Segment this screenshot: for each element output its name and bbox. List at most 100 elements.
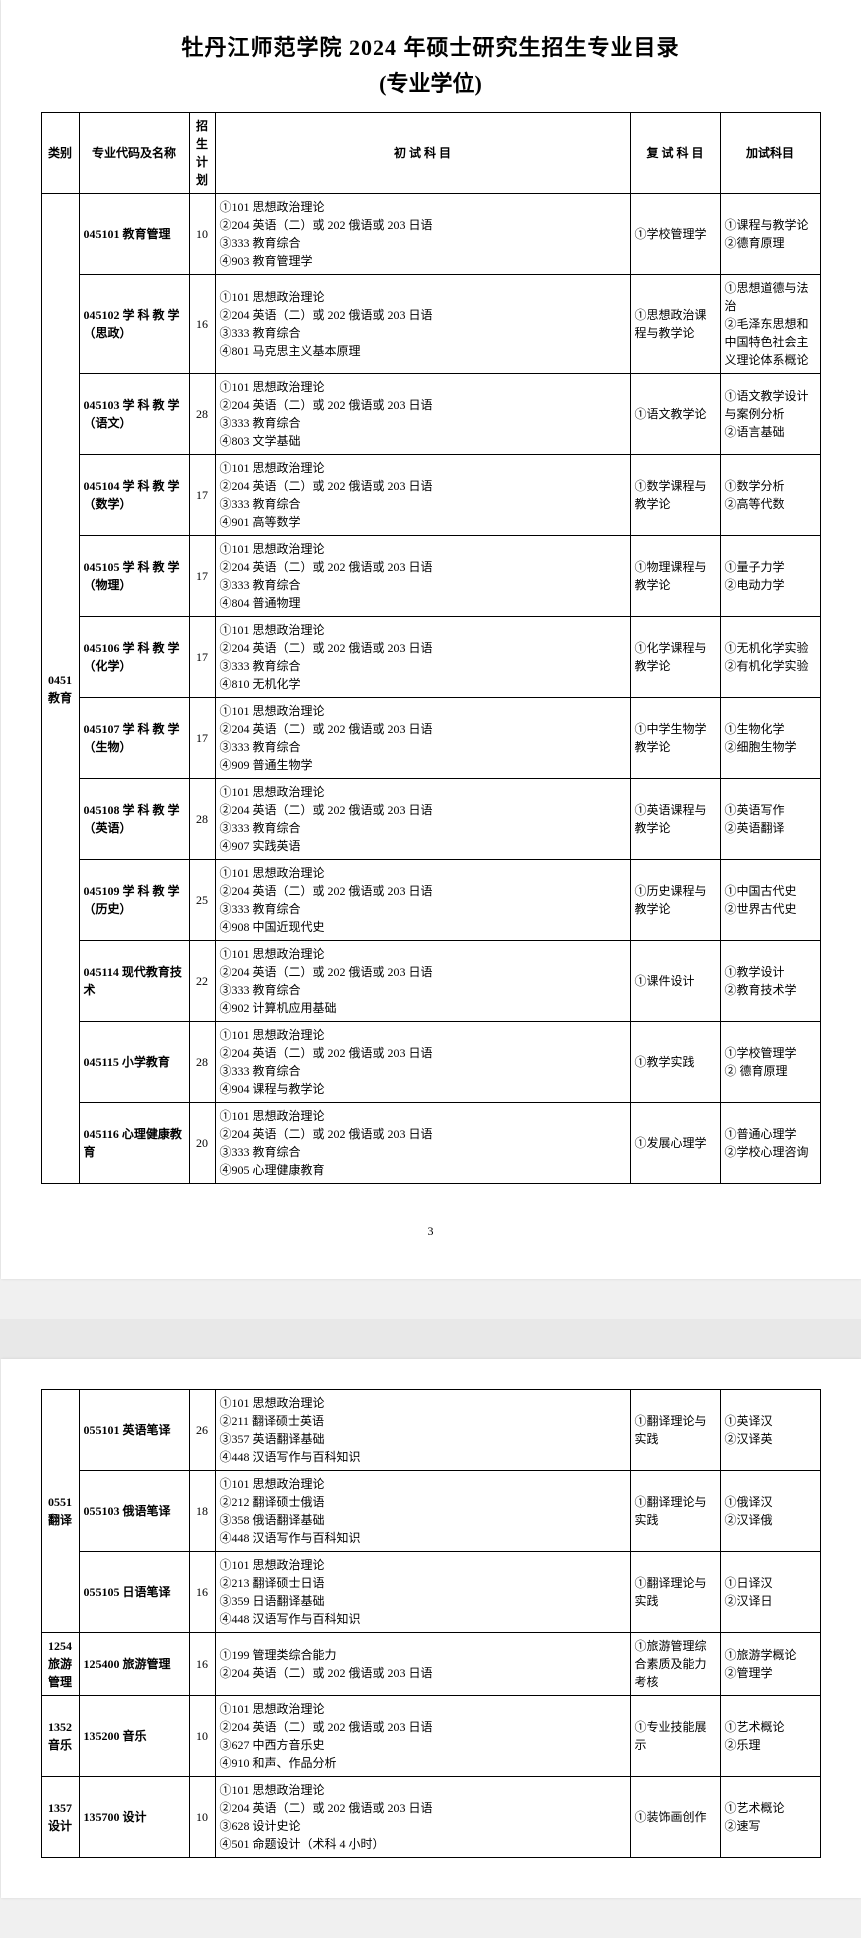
subject-line: ②管理学 — [725, 1664, 816, 1682]
table-row: 045103 学 科 教 学（语文）28①101 思想政治理论②204 英语（二… — [41, 374, 820, 455]
subject-line: ②高等代数 — [725, 495, 816, 513]
subject-line: ①思想道德与法治 — [725, 279, 816, 315]
subject-line: ②电动力学 — [725, 576, 816, 594]
additional-cell: ①学校管理学② 德育原理 — [720, 1022, 820, 1103]
subject-line: ②204 英语（二）或 202 俄语或 203 日语 — [220, 1799, 626, 1817]
major-cell: 045109 学 科 教 学（历史） — [79, 860, 189, 941]
subject-line: ②204 英语（二）或 202 俄语或 203 日语 — [220, 1125, 626, 1143]
th-initial: 初 试 科 目 — [215, 113, 630, 194]
subject-line: ③333 教育综合 — [220, 981, 626, 999]
subject-line: ②教育技术学 — [725, 981, 816, 999]
subject-line: ②204 英语（二）或 202 俄语或 203 日语 — [220, 639, 626, 657]
plan-cell: 17 — [189, 455, 215, 536]
subject-line: ④448 汉语写作与百科知识 — [220, 1529, 626, 1547]
initial-exam-cell: ①101 思想政治理论②204 英语（二）或 202 俄语或 203 日语③33… — [215, 1103, 630, 1184]
subject-line: ④905 心理健康教育 — [220, 1161, 626, 1179]
page-title-line1: 牡丹江师范学院 2024 年硕士研究生招生专业目录 — [41, 30, 821, 62]
subject-line: ①101 思想政治理论 — [220, 1475, 626, 1493]
subject-line: ③333 教育综合 — [220, 900, 626, 918]
reexam-cell: ①翻译理论与实践 — [630, 1552, 720, 1633]
major-cell: 045107 学 科 教 学（生物） — [79, 698, 189, 779]
additional-cell: ①英语写作②英语翻译 — [720, 779, 820, 860]
subject-line: ①艺术概论 — [725, 1718, 816, 1736]
subject-line: ②204 英语（二）或 202 俄语或 203 日语 — [220, 1044, 626, 1062]
plan-cell: 20 — [189, 1103, 215, 1184]
table-row: 045116 心理健康教育20①101 思想政治理论②204 英语（二）或 20… — [41, 1103, 820, 1184]
table-row: 055105 日语笔译16①101 思想政治理论②213 翻译硕士日语③359 … — [41, 1552, 820, 1633]
table-row: 045107 学 科 教 学（生物）17①101 思想政治理论②204 英语（二… — [41, 698, 820, 779]
table-row: 045106 学 科 教 学（化学）17①101 思想政治理论②204 英语（二… — [41, 617, 820, 698]
major-cell: 045115 小学教育 — [79, 1022, 189, 1103]
initial-exam-cell: ①199 管理类综合能力②204 英语（二）或 202 俄语或 203 日语 — [215, 1633, 630, 1696]
plan-cell: 28 — [189, 374, 215, 455]
initial-exam-cell: ①101 思想政治理论②204 英语（二）或 202 俄语或 203 日语③33… — [215, 860, 630, 941]
subject-line: ②204 英语（二）或 202 俄语或 203 日语 — [220, 1664, 626, 1682]
additional-cell: ①无机化学实验②有机化学实验 — [720, 617, 820, 698]
plan-cell: 22 — [189, 941, 215, 1022]
table-row: 1357设计135700 设计10①101 思想政治理论②204 英语（二）或 … — [41, 1777, 820, 1858]
table-row: 0451教育045101 教育管理10①101 思想政治理论②204 英语（二）… — [41, 194, 820, 275]
subject-line: ①英译汉 — [725, 1412, 816, 1430]
subject-line: ③333 教育综合 — [220, 1143, 626, 1161]
plan-cell: 10 — [189, 194, 215, 275]
subject-line: ②204 英语（二）或 202 俄语或 203 日语 — [220, 558, 626, 576]
major-cell: 055105 日语笔译 — [79, 1552, 189, 1633]
subject-line: ①数学课程与教学论 — [635, 477, 716, 513]
plan-cell: 17 — [189, 698, 215, 779]
table-row: 045104 学 科 教 学（数学）17①101 思想政治理论②204 英语（二… — [41, 455, 820, 536]
additional-cell: ①中国古代史②世界古代史 — [720, 860, 820, 941]
table-row: 1352音乐135200 音乐10①101 思想政治理论②204 英语（二）或 … — [41, 1696, 820, 1777]
subject-line: ③627 中西方音乐史 — [220, 1736, 626, 1754]
plan-cell: 10 — [189, 1696, 215, 1777]
subject-line: ②204 英语（二）或 202 俄语或 203 日语 — [220, 216, 626, 234]
plan-cell: 16 — [189, 1552, 215, 1633]
subject-line: ①俄译汉 — [725, 1493, 816, 1511]
subject-line: ② 德育原理 — [725, 1062, 816, 1080]
subject-line: ②英语翻译 — [725, 819, 816, 837]
major-cell: 045102 学 科 教 学（思政） — [79, 275, 189, 374]
subject-line: ②世界古代史 — [725, 900, 816, 918]
subject-line: ①无机化学实验 — [725, 639, 816, 657]
subject-line: ①专业技能展示 — [635, 1718, 716, 1754]
major-cell: 045101 教育管理 — [79, 194, 189, 275]
plan-cell: 18 — [189, 1471, 215, 1552]
subject-line: ④902 计算机应用基础 — [220, 999, 626, 1017]
subject-line: ①教学实践 — [635, 1053, 716, 1071]
major-cell: 135200 音乐 — [79, 1696, 189, 1777]
additional-cell: ①艺术概论②乐理 — [720, 1696, 820, 1777]
subject-line: ①日译汉 — [725, 1574, 816, 1592]
subject-line: ①化学课程与教学论 — [635, 639, 716, 675]
major-cell: 045116 心理健康教育 — [79, 1103, 189, 1184]
initial-exam-cell: ①101 思想政治理论②204 英语（二）或 202 俄语或 203 日语③33… — [215, 455, 630, 536]
subject-line: ①学校管理学 — [725, 1044, 816, 1062]
subject-line: ③359 日语翻译基础 — [220, 1592, 626, 1610]
subject-line: ①艺术概论 — [725, 1799, 816, 1817]
subject-line: ④908 中国近现代史 — [220, 918, 626, 936]
subject-line: ④901 高等数学 — [220, 513, 626, 531]
subject-line: ④803 文学基础 — [220, 432, 626, 450]
subject-line: ②212 翻译硕士俄语 — [220, 1493, 626, 1511]
subject-line: ②204 英语（二）或 202 俄语或 203 日语 — [220, 306, 626, 324]
table-row: 045109 学 科 教 学（历史）25①101 思想政治理论②204 英语（二… — [41, 860, 820, 941]
plan-cell: 28 — [189, 779, 215, 860]
subject-line: ③333 教育综合 — [220, 324, 626, 342]
subject-line: ②有机化学实验 — [725, 657, 816, 675]
subject-line: ③628 设计史论 — [220, 1817, 626, 1835]
initial-exam-cell: ①101 思想政治理论②212 翻译硕士俄语③358 俄语翻译基础④448 汉语… — [215, 1471, 630, 1552]
additional-cell: ①旅游学概论②管理学 — [720, 1633, 820, 1696]
initial-exam-cell: ①101 思想政治理论②204 英语（二）或 202 俄语或 203 日语③33… — [215, 779, 630, 860]
table-row: 1254旅游管理125400 旅游管理16①199 管理类综合能力②204 英语… — [41, 1633, 820, 1696]
subject-line: ②213 翻译硕士日语 — [220, 1574, 626, 1592]
subject-line: ①翻译理论与实践 — [635, 1493, 716, 1529]
subject-line: ③358 俄语翻译基础 — [220, 1511, 626, 1529]
subject-line: ①101 思想政治理论 — [220, 621, 626, 639]
initial-exam-cell: ①101 思想政治理论②204 英语（二）或 202 俄语或 203 日语③33… — [215, 374, 630, 455]
subject-line: ①101 思想政治理论 — [220, 945, 626, 963]
additional-cell: ①数学分析②高等代数 — [720, 455, 820, 536]
page-1: 牡丹江师范学院 2024 年硕士研究生招生专业目录 (专业学位) 类别 专业代码… — [1, 0, 861, 1279]
initial-exam-cell: ①101 思想政治理论②213 翻译硕士日语③359 日语翻译基础④448 汉语… — [215, 1552, 630, 1633]
subject-line: ①101 思想政治理论 — [220, 1394, 626, 1412]
subject-line: ②204 英语（二）或 202 俄语或 203 日语 — [220, 801, 626, 819]
plan-cell: 26 — [189, 1390, 215, 1471]
subject-line: ①199 管理类综合能力 — [220, 1646, 626, 1664]
